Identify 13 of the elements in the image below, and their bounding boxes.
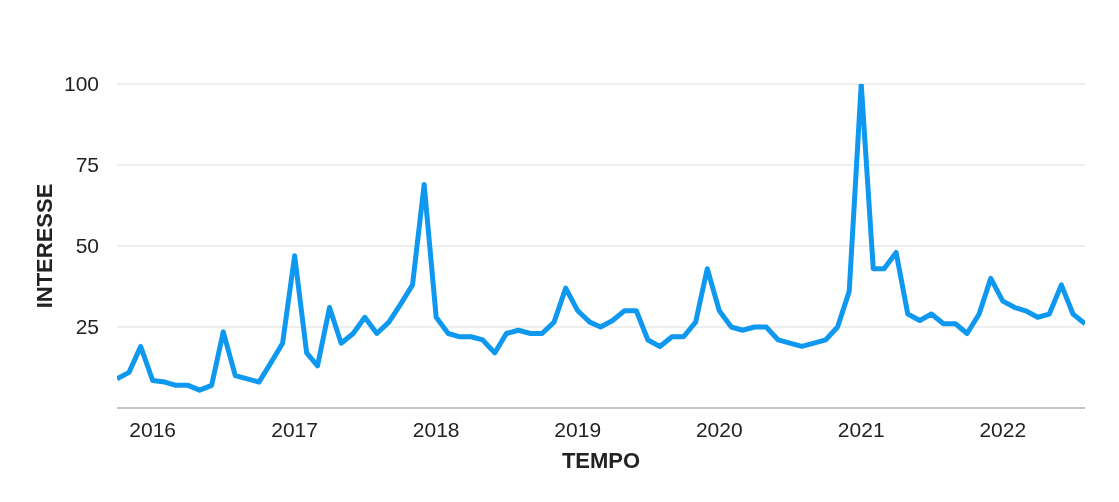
y-axis-title: INTERESSE	[31, 183, 57, 309]
y-tick-label: 25	[75, 315, 99, 339]
x-tick-label: 2019	[554, 417, 602, 441]
x-tick-label: 2020	[695, 417, 743, 441]
x-tick-label: 2018	[412, 417, 460, 441]
x-axis-title: TEMPO	[561, 448, 641, 473]
x-tick-label: 2017	[271, 417, 318, 441]
x-tick-label: 2022	[979, 417, 1027, 441]
x-tick-label: 2021	[837, 417, 885, 441]
y-tick-label: 100	[63, 72, 99, 96]
x-tick-label: 2016	[129, 417, 177, 441]
y-tick-label: 75	[75, 153, 99, 177]
y-tick-label: 50	[75, 234, 99, 258]
